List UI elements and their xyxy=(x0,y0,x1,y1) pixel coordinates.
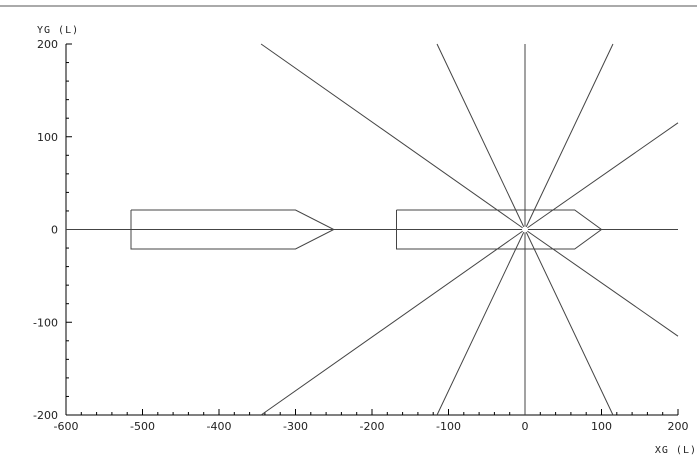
x-tick-label: -400 xyxy=(207,420,232,433)
bearing-ray xyxy=(436,229,526,416)
bearing-ray xyxy=(524,122,679,230)
x-axis-title: XG (L) xyxy=(655,445,697,456)
y-axis-title: YG (L) xyxy=(37,25,79,36)
origin-gap xyxy=(522,226,528,233)
y-tick-label: 0 xyxy=(51,224,58,237)
y-tick-label: 100 xyxy=(37,131,58,144)
x-tick-label: 0 xyxy=(522,420,529,433)
x-tick-label: -200 xyxy=(360,420,385,433)
bearing-ray xyxy=(524,229,614,416)
x-tick-label: 200 xyxy=(668,420,689,433)
y-tick-label: 200 xyxy=(37,38,58,51)
x-tick-label: -500 xyxy=(130,420,155,433)
x-tick-label: -100 xyxy=(436,420,461,433)
bearing-ray xyxy=(524,43,614,230)
tick-labels: -600 -500 -400 -300 -200 -100 0 100 200 -200 -100 0… xyxy=(33,38,688,433)
ship-outline xyxy=(130,209,335,250)
bearing-ray xyxy=(436,43,526,230)
tick-marks xyxy=(65,43,679,416)
x-tick-label: -600 xyxy=(54,420,79,433)
bearing-ray xyxy=(260,43,526,230)
y-tick-label: -200 xyxy=(33,409,58,422)
x-tick-label: 100 xyxy=(591,420,612,433)
y-tick-label: -100 xyxy=(33,316,58,329)
bearing-ray xyxy=(524,229,679,337)
bearing-rays xyxy=(260,43,679,416)
ship-outline xyxy=(396,209,603,250)
ship-outlines xyxy=(130,209,603,250)
x-tick-label: -300 xyxy=(283,420,308,433)
bearing-ray xyxy=(260,229,526,416)
